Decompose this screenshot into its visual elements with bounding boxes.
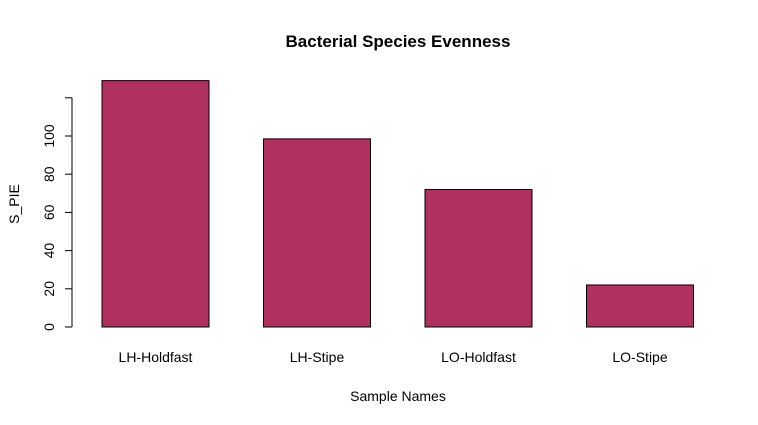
x-tick-label: LH-Holdfast [119, 349, 193, 365]
y-tick-label: 80 [41, 166, 57, 182]
y-tick-label: 0 [41, 323, 57, 331]
x-tick-label: LO-Stipe [612, 349, 667, 365]
y-axis-title: S_PIE [6, 184, 22, 224]
x-axis-labels: LH-Holdfast LH-Stipe LO-Holdfast LO-Stipe [119, 349, 668, 365]
y-tick-label: 40 [41, 243, 57, 259]
y-tick-label: 60 [41, 204, 57, 220]
y-axis: 0 20 40 60 80 100 [41, 97, 73, 331]
x-tick-label: LH-Stipe [290, 349, 345, 365]
bar-lh-holdfast [101, 80, 210, 328]
bar-lo-stipe [586, 284, 694, 328]
bar-lh-stipe [263, 138, 371, 328]
x-tick-label: LO-Holdfast [441, 349, 516, 365]
y-tick-label: 20 [41, 281, 57, 297]
x-axis-title: Sample Names [350, 388, 446, 404]
chart-title: Bacterial Species Evenness [286, 32, 511, 51]
y-tick-label: 100 [41, 124, 57, 148]
bars-group [101, 80, 694, 328]
bar-lo-holdfast [424, 188, 533, 328]
